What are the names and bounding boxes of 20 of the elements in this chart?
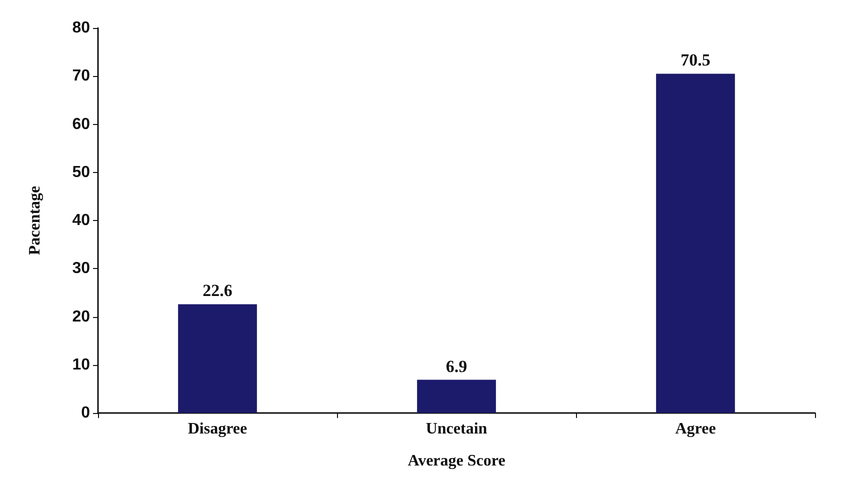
x-tick-label: Uncetain xyxy=(426,420,488,438)
y-tick-label: 70 xyxy=(72,68,90,85)
data-label: 70.5 xyxy=(680,50,710,70)
y-tick-label: 10 xyxy=(72,356,90,374)
y-tick-label: 30 xyxy=(72,260,90,278)
x-axis-title: Average Score xyxy=(408,452,506,470)
bar xyxy=(178,304,257,413)
y-tick-label: 50 xyxy=(72,164,90,181)
y-axis-title: Pacentage xyxy=(26,186,44,256)
bar xyxy=(417,380,496,413)
y-tick-label: 40 xyxy=(72,212,90,229)
x-tick-label: Agree xyxy=(675,420,716,438)
y-tick-label: 80 xyxy=(72,20,90,36)
data-label: 22.6 xyxy=(202,281,232,300)
y-tick-label: 20 xyxy=(72,308,90,326)
x-tick-label: Disagree xyxy=(188,420,248,438)
data-label: 6.9 xyxy=(446,356,468,376)
y-tick-label: 60 xyxy=(72,116,90,133)
bar xyxy=(656,74,735,413)
y-tick-label: 0 xyxy=(81,404,90,422)
